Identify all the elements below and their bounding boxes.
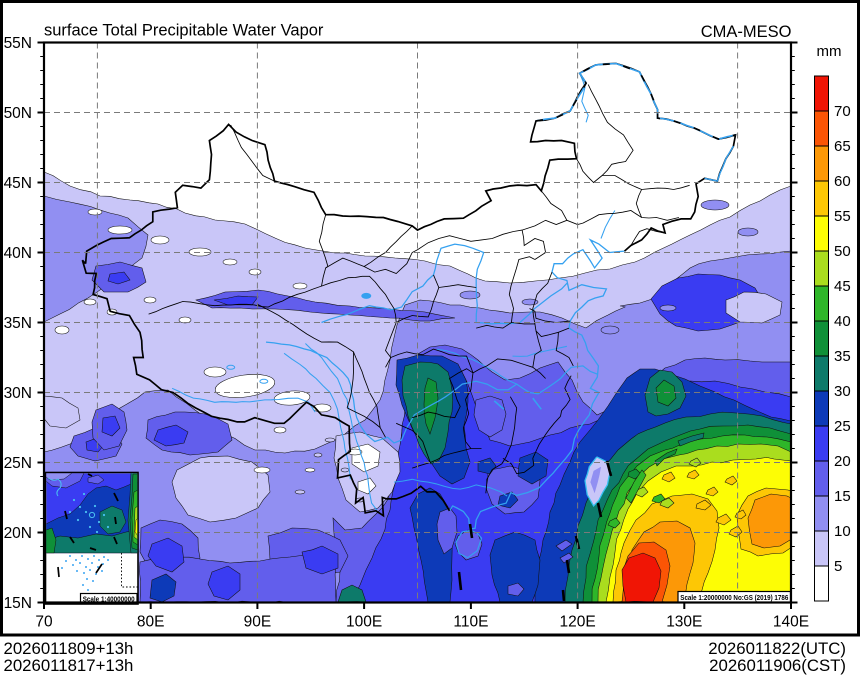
svg-text:2026011906(CST): 2026011906(CST) (709, 656, 846, 675)
svg-text:mm: mm (817, 43, 842, 60)
svg-text:Scale 1:20000000 No:GS (2019): Scale 1:20000000 No:GS (2019) 1786 (680, 595, 788, 602)
svg-text:20: 20 (834, 453, 851, 470)
svg-text:120E: 120E (559, 614, 595, 631)
svg-text:140E: 140E (773, 614, 809, 631)
svg-text:80E: 80E (137, 614, 165, 631)
svg-text:Scale 1:40000000: Scale 1:40000000 (83, 595, 135, 604)
svg-text:130E: 130E (666, 614, 702, 631)
svg-text:90E: 90E (244, 614, 272, 631)
svg-text:70: 70 (834, 103, 851, 120)
svg-text:65: 65 (834, 138, 851, 155)
svg-text:40N: 40N (4, 245, 32, 262)
svg-text:30: 30 (834, 383, 851, 400)
svg-text:CMA-MESO: CMA-MESO (701, 23, 792, 41)
svg-text:15N: 15N (4, 595, 32, 612)
svg-text:45N: 45N (4, 175, 32, 192)
svg-text:10: 10 (834, 523, 851, 540)
svg-text:55: 55 (834, 208, 851, 225)
svg-text:100E: 100E (346, 614, 382, 631)
svg-text:60: 60 (834, 173, 851, 190)
svg-text:35N: 35N (4, 315, 32, 332)
svg-text:2026011809+13h: 2026011809+13h (4, 639, 134, 658)
svg-text:50N: 50N (4, 105, 32, 122)
svg-text:30N: 30N (4, 385, 32, 402)
svg-text:50: 50 (834, 243, 851, 260)
svg-text:35: 35 (834, 348, 851, 365)
svg-text:110E: 110E (453, 614, 488, 631)
svg-text:5: 5 (834, 558, 842, 575)
svg-text:25: 25 (834, 418, 851, 435)
svg-text:surface Total Precipitable Wat: surface Total Precipitable Water Vapor (44, 22, 324, 40)
svg-text:20N: 20N (4, 525, 32, 542)
svg-text:40: 40 (834, 313, 851, 330)
svg-text:2026011817+13h: 2026011817+13h (4, 656, 134, 675)
svg-text:45: 45 (834, 278, 851, 295)
svg-text:55N: 55N (4, 35, 32, 52)
svg-text:25N: 25N (4, 455, 32, 472)
svg-text:70: 70 (35, 614, 53, 631)
svg-text:15: 15 (834, 488, 851, 505)
svg-text:2026011822(UTC): 2026011822(UTC) (708, 639, 846, 658)
